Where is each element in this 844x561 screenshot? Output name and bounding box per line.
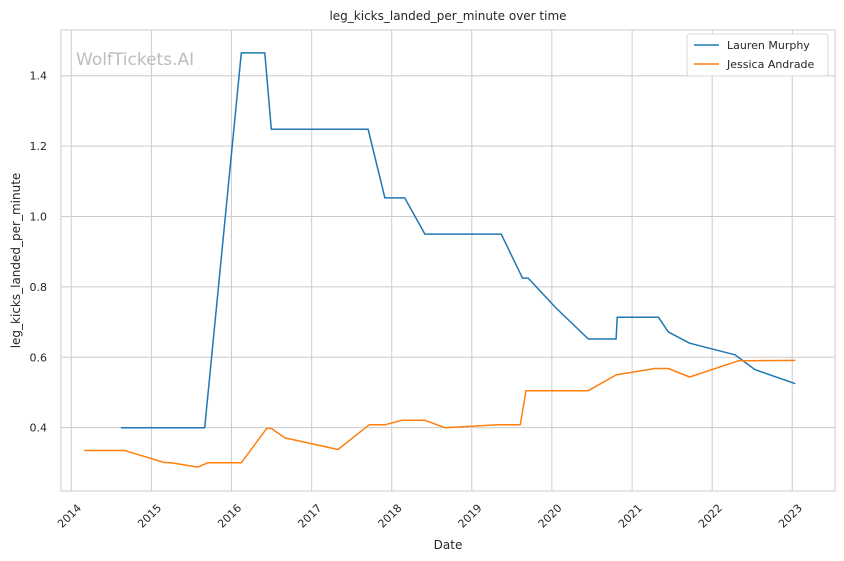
legend-box (686, 33, 829, 77)
series-layer (84, 52, 796, 468)
y-tick-label: 0.4 (30, 422, 48, 435)
x-axis-ticks: 2014 2015 2016 2017 2018 2019 2020 2021 2022 2023 (55, 502, 805, 531)
y-axis-label: leg_kicks_landed_per_minute (9, 173, 23, 349)
x-axis-label: Date (434, 538, 463, 552)
y-tick-label: 0.6 (30, 351, 48, 364)
y-tick-label: 0.8 (30, 281, 48, 294)
chart-title: leg_kicks_landed_per_minute over time (329, 9, 566, 23)
legend-label: Lauren Murphy (727, 39, 810, 52)
legend: Lauren Murphy Jessica Andrade (686, 33, 829, 77)
y-tick-label: 1.2 (30, 140, 48, 153)
series-line-2 (84, 359, 796, 468)
y-tick-label: 1.0 (30, 211, 48, 224)
series-line-1 (120, 52, 796, 429)
legend-label: Jessica Andrade (726, 58, 815, 71)
plot-area (61, 30, 835, 491)
y-axis-ticks: 0.4 0.6 0.8 1.0 1.2 1.4 (30, 70, 48, 435)
watermark: WolfTickets.AI (76, 50, 194, 70)
y-tick-label: 1.4 (30, 70, 48, 83)
plot-frame (60, 29, 836, 492)
